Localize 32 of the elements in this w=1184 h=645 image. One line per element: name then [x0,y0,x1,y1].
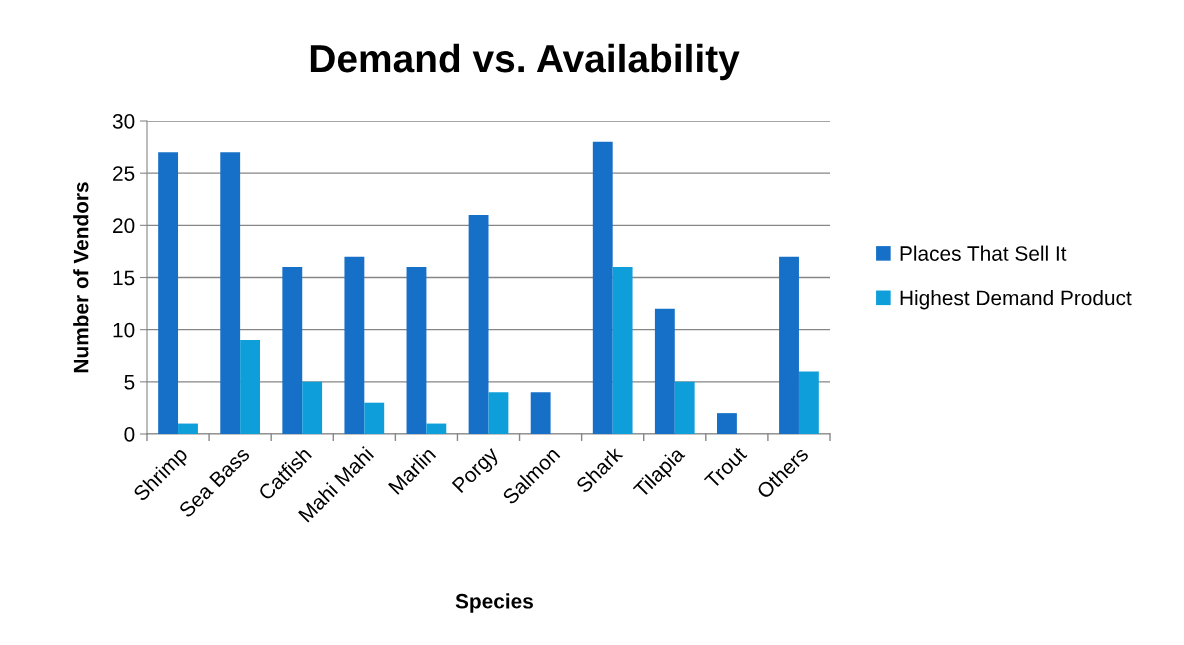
y-tick-label: 10 [113,322,135,338]
bar [654,308,675,434]
y-tick-label: 20 [113,218,135,234]
bar [426,423,447,434]
bar [406,267,427,434]
bar [220,152,241,434]
bar [592,141,613,434]
bar [468,214,489,434]
bar [364,402,385,434]
bar [779,256,799,434]
bar [530,392,551,434]
y-tick-label: 15 [113,270,135,286]
bar [178,423,198,434]
y-tick-label: 0 [124,427,135,442]
y-axis-title: Number of Vendors [73,182,89,373]
bar [612,267,633,434]
bar [302,381,323,434]
bar [674,381,695,434]
bar [344,256,365,434]
y-tick-label: 25 [113,166,135,181]
y-tick-label: 30 [112,114,135,129]
y-tick-label: 5 [124,375,135,390]
bar [716,413,737,434]
bar [158,152,179,434]
bar [240,340,261,434]
bar [282,267,303,434]
x-axis-title: Species [455,593,533,613]
legend-label: Highest Demand Product [900,290,1132,310]
bar [488,392,509,434]
chart-title: Demand vs. Availability [310,43,740,81]
legend-label: Places That Sell It [900,245,1067,261]
bar [798,371,819,434]
